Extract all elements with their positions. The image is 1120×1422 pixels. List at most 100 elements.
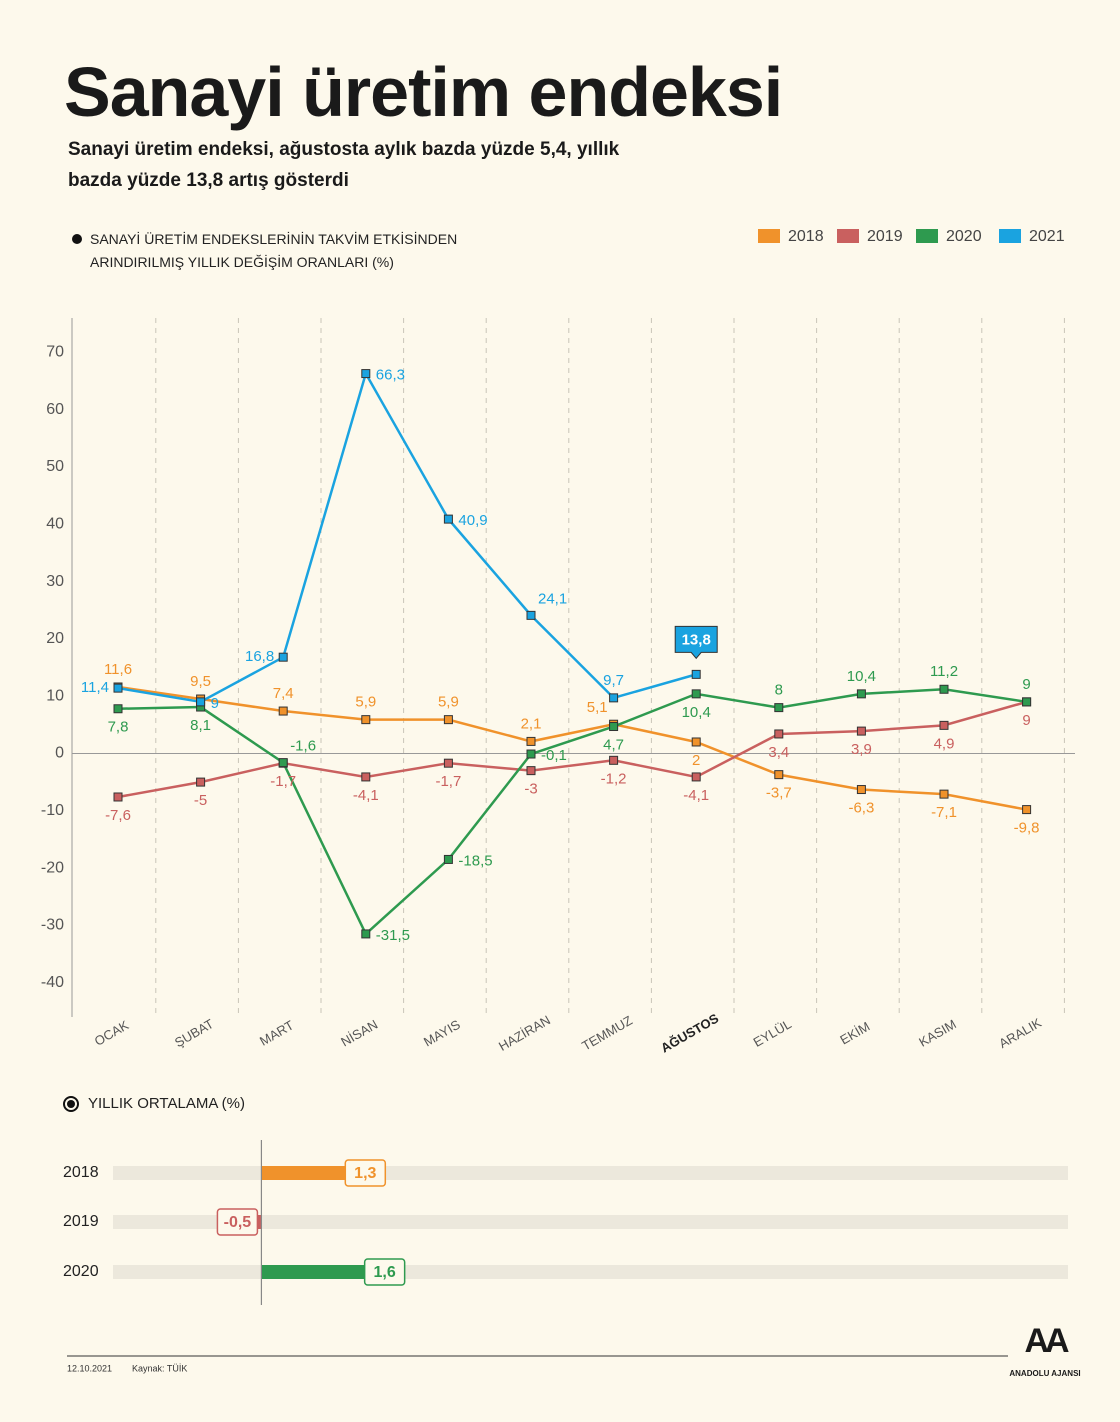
data-label: 4,9	[934, 735, 955, 752]
label-box	[344, 1159, 387, 1187]
data-label: 3,9	[851, 741, 872, 758]
point	[443, 758, 453, 768]
logo-text: ANADOLU AJANSI	[1009, 1369, 1080, 1378]
data-label: 11,6	[104, 661, 132, 678]
data-label: 8	[775, 682, 783, 699]
footer-source: Kaynak: TÜİK	[132, 1363, 187, 1373]
bullet	[72, 234, 82, 244]
y-tick-label: 20	[46, 630, 64, 647]
legend-swatch	[758, 229, 780, 243]
y-tick-label: -40	[41, 974, 64, 991]
data-label: -1,7	[270, 773, 296, 790]
callout-label: 13,8	[682, 631, 711, 648]
callout	[674, 625, 718, 660]
data-label: -7,1	[931, 804, 957, 821]
bullet	[63, 1096, 79, 1112]
point	[691, 737, 701, 747]
data-label: 3,4	[768, 744, 789, 761]
point	[443, 854, 453, 864]
point	[196, 697, 206, 707]
data-label: 11,4	[81, 679, 109, 696]
legend-swatch	[999, 229, 1021, 243]
data-label: -1,6	[290, 738, 316, 755]
x-tick-label: AĞUSTOS	[658, 1010, 721, 1055]
point	[1022, 697, 1032, 707]
point	[609, 693, 619, 703]
data-label: -5	[194, 792, 207, 809]
data-label: 9,7	[603, 672, 624, 689]
bar-chart-title: YILLIK ORTALAMA (%)	[88, 1095, 245, 1112]
y-tick-label: 40	[46, 515, 64, 532]
data-label: 1,6	[374, 1264, 396, 1281]
legend-label: 2020	[946, 228, 982, 245]
point	[856, 689, 866, 699]
x-tick-label: KASIM	[916, 1016, 959, 1049]
data-label: -3,7	[766, 785, 792, 802]
data-label: 5,9	[355, 694, 376, 711]
point	[526, 766, 536, 776]
point	[609, 722, 619, 732]
series-line	[117, 700, 1027, 799]
point	[361, 369, 371, 379]
point	[361, 929, 371, 939]
y-tick-label: -10	[41, 802, 64, 819]
x-tick-label: NİSAN	[338, 1017, 380, 1050]
data-label: 5,1	[587, 699, 608, 716]
point	[774, 703, 784, 713]
y-tick-label: 60	[46, 401, 64, 418]
y-tick-label: -20	[41, 859, 64, 876]
point	[1022, 805, 1032, 815]
data-label: 40,9	[458, 512, 487, 529]
point	[278, 758, 288, 768]
data-label: 2	[692, 752, 700, 769]
data-label: -4,1	[683, 787, 709, 804]
data-label: -31,5	[376, 927, 410, 944]
data-label: 11,2	[930, 663, 958, 680]
subtitle: Sanayi üretim endeksi, ağustosta aylık b…	[68, 139, 620, 191]
label-box	[216, 1208, 259, 1236]
point	[526, 749, 536, 759]
point	[361, 772, 371, 782]
x-tick-label: ARALIK	[996, 1015, 1044, 1051]
data-label: -4,1	[353, 787, 379, 804]
category-label: 2018	[63, 1164, 99, 1181]
data-label: -0,1	[541, 747, 567, 764]
point	[609, 755, 619, 765]
x-tick-label: MART	[257, 1017, 296, 1048]
x-tick-label: OCAK	[92, 1017, 132, 1049]
legend-swatch	[916, 229, 938, 243]
data-label: 66,3	[376, 367, 405, 384]
data-label: 5,9	[438, 694, 459, 711]
x-tick-label: EYLÜL	[751, 1016, 794, 1050]
point	[691, 689, 701, 699]
bar	[261, 1265, 365, 1279]
track	[113, 1166, 1068, 1180]
data-label: 9	[1022, 712, 1030, 729]
y-tick-label: 50	[46, 458, 64, 475]
data-label: -7,6	[105, 807, 131, 824]
x-tick-label: HAZİRAN	[496, 1012, 553, 1054]
point	[691, 772, 701, 782]
label-box	[363, 1258, 406, 1286]
point	[691, 669, 701, 679]
data-label: 16,8	[245, 648, 274, 665]
line-chart-title: SANAYİ ÜRETİM ENDEKSLERİNİN TAKVİM ETKİS…	[90, 231, 458, 270]
point	[939, 789, 949, 799]
footer-date: 12.10.2021	[67, 1363, 112, 1373]
bar	[261, 1166, 346, 1180]
point	[526, 610, 536, 620]
data-label: 7,4	[273, 685, 294, 702]
data-label: 2,1	[521, 715, 542, 732]
point	[196, 777, 206, 787]
track	[113, 1265, 1068, 1279]
data-label: -9,8	[1014, 820, 1040, 837]
legend-label: 2021	[1029, 228, 1065, 245]
logo: AA	[1024, 1322, 1069, 1360]
bullet	[67, 1100, 75, 1108]
point	[443, 514, 453, 524]
title: Sanayi üretim endeksi	[64, 53, 783, 131]
data-label: 10,4	[847, 668, 876, 685]
point	[113, 792, 123, 802]
